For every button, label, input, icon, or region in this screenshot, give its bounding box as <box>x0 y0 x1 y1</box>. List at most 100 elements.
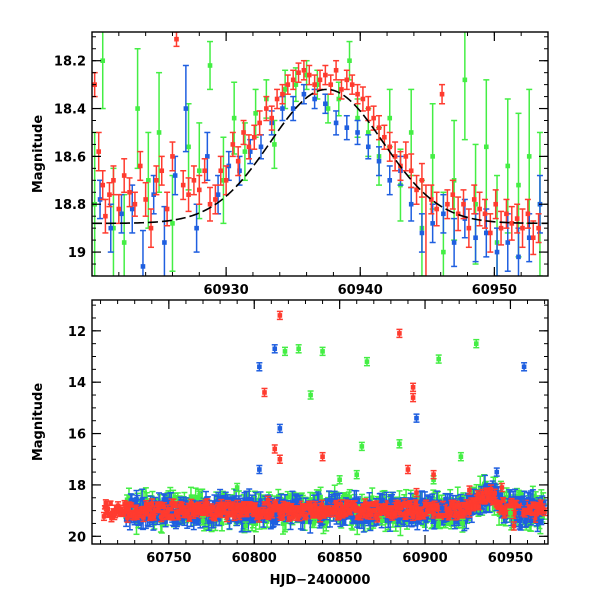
data-point-red <box>481 198 488 229</box>
top-model-curve <box>92 88 548 225</box>
data-point-red <box>444 189 451 220</box>
data-point-red <box>333 59 340 81</box>
data-point-blue <box>521 362 528 372</box>
data-point-red <box>264 495 271 506</box>
data-point-blue <box>386 165 393 196</box>
data-point-red <box>404 464 411 475</box>
baseline-point-red <box>279 515 286 520</box>
data-point-red <box>410 382 417 393</box>
data-point-red <box>180 169 187 201</box>
bottom-x-axis-label: HJD−2400000 <box>270 573 371 588</box>
baseline-point-red <box>128 502 135 508</box>
baseline-point-red <box>107 500 114 507</box>
data-point-blue <box>440 193 447 234</box>
y-tick-label: 18.4 <box>54 103 86 118</box>
data-point-red <box>413 487 420 498</box>
data-point-red <box>362 498 369 508</box>
data-point-red <box>535 213 542 244</box>
data-point-red <box>126 177 133 208</box>
data-point-red <box>274 88 281 110</box>
data-point-red <box>173 32 180 48</box>
data-point-red <box>240 119 247 146</box>
data-point-red <box>276 454 283 464</box>
bottom-panel: 60750 60800 60850 60900 60950 12 14 16 18 20 Magn… <box>31 299 549 588</box>
data-point-red <box>276 310 283 321</box>
data-point-blue <box>527 516 534 526</box>
data-point-red <box>510 521 517 531</box>
y-tick-label: 20 <box>68 530 86 545</box>
data-point-blue <box>139 229 146 276</box>
y-tick-label: 16 <box>68 428 86 443</box>
data-point-red <box>319 451 326 462</box>
y-tick-label: 19 <box>68 246 86 261</box>
data-point-red <box>354 83 361 105</box>
y-tick-label: 18 <box>68 479 86 494</box>
data-point-blue <box>343 114 350 141</box>
data-point-blue <box>451 217 458 268</box>
data-point-green <box>252 88 259 139</box>
bottom-axis-ticks: 60750 60800 60850 60900 60950 12 14 16 18 20 <box>68 300 548 566</box>
data-point-green <box>473 338 480 349</box>
bottom-plot-frame <box>91 299 549 545</box>
data-point-red <box>359 86 366 112</box>
top-data-points <box>92 32 543 276</box>
data-point-red <box>229 131 236 158</box>
data-point-red <box>322 64 329 86</box>
bottom-data-points <box>100 310 548 537</box>
data-point-green <box>134 47 141 170</box>
data-point-red <box>381 124 388 150</box>
data-point-blue <box>276 423 283 434</box>
data-point-blue <box>333 110 340 136</box>
data-point-green <box>200 516 207 526</box>
data-point-blue <box>293 495 300 506</box>
x-tick-label: 60900 <box>402 551 447 566</box>
data-point-red <box>102 198 109 234</box>
data-point-red <box>430 469 437 480</box>
baseline-point-blue <box>538 518 545 526</box>
data-point-red <box>410 392 417 403</box>
data-point-blue <box>408 186 415 222</box>
x-tick-label: 60930 <box>204 283 249 298</box>
data-point-red <box>396 328 403 339</box>
data-point-red <box>295 62 302 83</box>
data-point-green <box>461 32 468 141</box>
data-point-green <box>379 516 386 526</box>
data-point-blue <box>493 467 500 477</box>
y-tick-label: 12 <box>68 325 86 340</box>
baseline-point-red <box>184 510 191 515</box>
data-point-red <box>290 69 297 91</box>
data-point-red <box>449 179 456 210</box>
data-point-red <box>327 74 334 95</box>
baseline-point-red <box>500 497 507 504</box>
data-point-green <box>307 390 314 400</box>
data-point-red <box>408 153 415 189</box>
data-point-blue <box>256 464 263 475</box>
x-tick-label: 60750 <box>146 551 191 566</box>
data-point-red <box>137 150 144 182</box>
x-tick-label: 60950 <box>488 551 533 566</box>
data-point-blue <box>515 227 522 276</box>
y-tick-label: 14 <box>68 376 86 391</box>
data-point-blue <box>182 64 189 153</box>
data-point-green <box>483 79 490 215</box>
y-tick-label: 18.2 <box>54 55 86 70</box>
data-point-red <box>413 174 420 205</box>
data-point-red <box>519 208 526 249</box>
data-point-red <box>263 95 270 122</box>
data-point-blue <box>256 362 263 372</box>
data-point-red <box>271 444 278 454</box>
data-point-red <box>190 165 197 196</box>
data-point-green <box>234 482 241 493</box>
baseline-point-red <box>175 512 182 521</box>
data-point-red <box>256 110 263 136</box>
data-point-red <box>498 482 505 493</box>
data-point-red <box>455 196 462 232</box>
top-panel: 60930 60940 60950 18.2 18.4 18.6 18.8 19 Magnit… <box>31 31 549 298</box>
data-point-blue <box>290 95 297 122</box>
data-point-green <box>220 136 227 225</box>
data-point-green <box>435 518 442 529</box>
data-point-green <box>457 451 464 462</box>
x-tick-label: 60850 <box>317 551 362 566</box>
data-point-blue <box>365 134 372 160</box>
data-point-blue <box>521 498 528 508</box>
